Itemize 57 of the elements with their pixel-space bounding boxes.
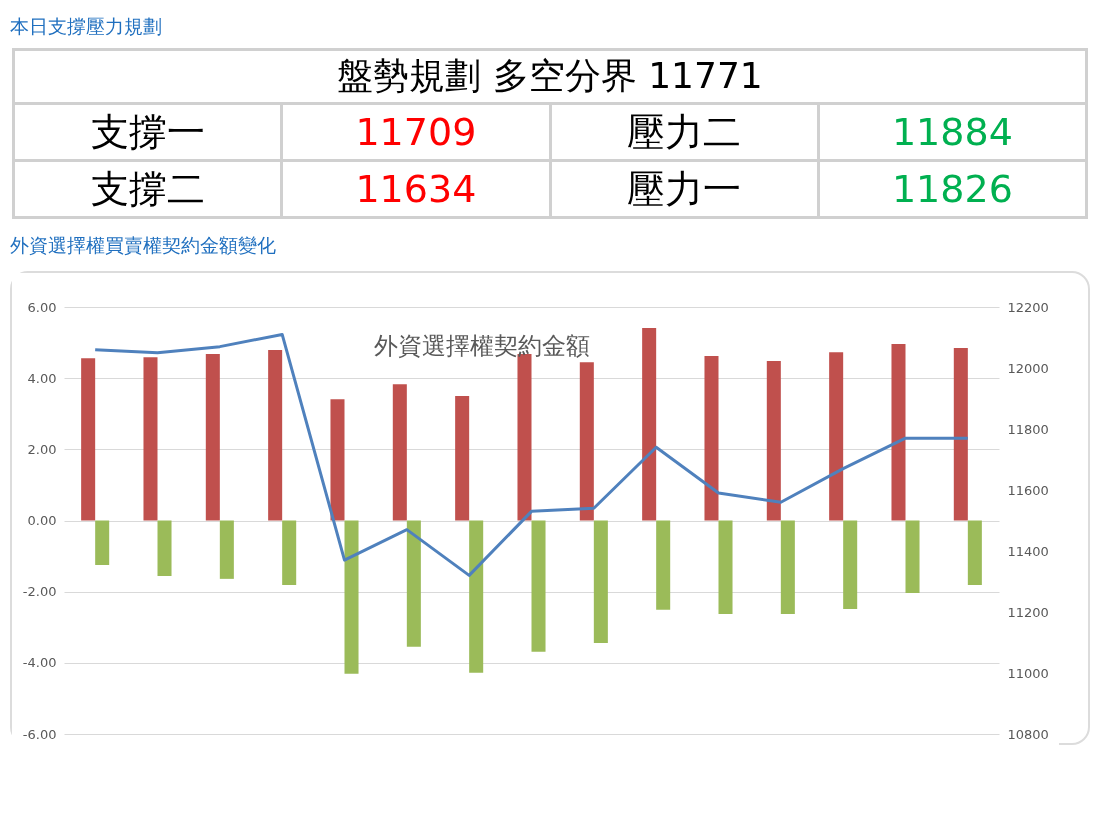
y-tick-label: 2.00 <box>27 441 57 457</box>
bar <box>455 395 470 521</box>
bar <box>392 384 407 521</box>
text: 外資選擇權契約金額 <box>373 332 590 360</box>
text: 盤勢規劃 多空分界 11771 <box>13 49 1087 104</box>
y-tick-label: 4.00 <box>27 370 57 386</box>
y2-tick-label: 11400 <box>1007 543 1049 559</box>
bar <box>780 520 795 615</box>
y2-tick-label: 11200 <box>1007 604 1049 620</box>
bar <box>95 520 110 565</box>
y2-tick-label: 11000 <box>1007 665 1049 681</box>
bar <box>953 347 968 521</box>
text: 11826 <box>818 160 1087 218</box>
bar <box>143 357 158 521</box>
text: 11709 <box>281 103 550 161</box>
bar <box>268 350 283 521</box>
bar <box>766 361 781 521</box>
bar <box>81 358 96 521</box>
text: 11884 <box>818 103 1087 161</box>
y2-tick-label: 11600 <box>1007 482 1049 498</box>
bar <box>905 520 920 594</box>
y2-tick-label: 11800 <box>1007 421 1049 437</box>
bar <box>344 520 359 674</box>
bar <box>469 520 484 673</box>
bar <box>891 344 906 521</box>
text: 壓力一 <box>550 160 819 218</box>
bar <box>843 520 858 610</box>
bar <box>967 520 982 585</box>
bar <box>157 520 172 577</box>
text: 支撐一 <box>13 103 282 161</box>
bar <box>205 353 220 521</box>
bar <box>406 520 421 647</box>
y2-tick-label: 10800 <box>1007 726 1049 742</box>
bar <box>704 356 719 521</box>
bar <box>579 362 594 521</box>
bar <box>593 520 608 643</box>
y-tick-label: -2.00 <box>22 584 57 600</box>
y2-tick-label: 12200 <box>1007 299 1049 315</box>
y-tick-label: 0.00 <box>27 513 57 528</box>
bar <box>219 520 234 579</box>
y-tick-label: -6.00 <box>22 726 57 742</box>
line-series <box>93 332 970 577</box>
text: 本日支撐壓力規劃 <box>9 14 163 39</box>
bar <box>642 327 657 521</box>
bar <box>531 520 546 652</box>
bar <box>829 352 844 521</box>
text: 11634 <box>281 160 550 218</box>
y-tick-label: 6.00 <box>27 299 57 315</box>
y2-tick-label: 12000 <box>1007 360 1049 376</box>
bar <box>718 520 733 615</box>
y-tick-label: -4.00 <box>22 655 57 671</box>
bar <box>656 520 671 610</box>
chart-subtitle: 外資選擇權買賣權契約金額變化 <box>9 233 277 258</box>
bar <box>330 399 345 521</box>
bar <box>282 520 297 585</box>
text: 壓力二 <box>550 103 819 161</box>
text: 支撐二 <box>13 160 282 218</box>
